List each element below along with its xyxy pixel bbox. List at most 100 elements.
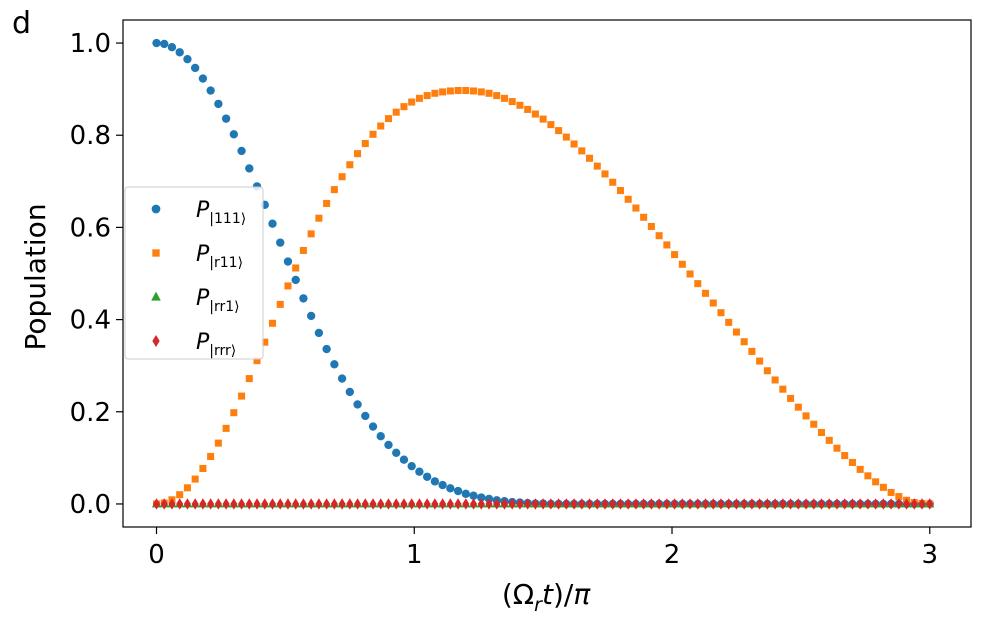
data-point (261, 498, 269, 510)
data-point (276, 498, 284, 510)
data-point (392, 108, 400, 116)
data-point (292, 264, 300, 272)
data-point (230, 498, 238, 510)
data-point (453, 486, 463, 496)
data-point (214, 498, 222, 510)
data-point (291, 275, 300, 285)
data-point (756, 357, 764, 365)
data-point (314, 328, 324, 338)
data-point (887, 488, 895, 496)
data-point (794, 498, 802, 510)
data-point (276, 238, 285, 247)
data-point (841, 452, 849, 460)
data-point (725, 318, 733, 326)
data-point (609, 178, 617, 186)
x-tick-label: 2 (664, 540, 681, 570)
data-point (686, 498, 694, 510)
data-point (462, 86, 470, 95)
data-point (407, 461, 416, 471)
data-point (361, 411, 370, 421)
data-point (338, 498, 346, 510)
data-point (191, 475, 199, 483)
data-point (562, 133, 570, 141)
legend-label: P|111⟩ (196, 198, 246, 227)
data-point (872, 478, 880, 486)
data-point (446, 498, 454, 510)
data-point (547, 121, 555, 129)
data-point (616, 187, 624, 195)
data-point (268, 498, 277, 510)
data-point (500, 94, 508, 102)
data-point (810, 498, 818, 510)
plot-frame (122, 19, 972, 528)
x-tick-label: 1 (406, 540, 423, 570)
data-point (848, 498, 856, 510)
data-point (879, 498, 887, 510)
data-point (500, 498, 508, 510)
data-point (756, 498, 764, 510)
data-point (647, 222, 655, 231)
data-point (701, 498, 710, 510)
data-point (794, 403, 802, 411)
data-point (694, 280, 702, 288)
data-point (462, 498, 470, 510)
data-point (856, 498, 864, 510)
data-point (423, 498, 431, 510)
data-point (717, 309, 725, 317)
series-diamond (152, 498, 934, 510)
data-point (152, 498, 161, 510)
data-point (160, 498, 168, 510)
data-point (555, 498, 563, 510)
data-point (624, 498, 632, 510)
data-point (190, 63, 200, 73)
data-point (586, 154, 594, 162)
data-point (740, 498, 748, 510)
data-point (524, 105, 532, 113)
data-point (207, 452, 215, 461)
data-point (802, 412, 810, 420)
y-tick-label: 0.8 (70, 121, 111, 151)
data-point (872, 498, 880, 510)
data-point (384, 115, 393, 123)
data-point (400, 498, 408, 510)
data-point (578, 498, 586, 510)
data-point (848, 458, 856, 466)
data-point (306, 311, 316, 321)
data-point (477, 88, 485, 96)
data-point (470, 87, 478, 95)
data-point (446, 87, 454, 95)
data-point (655, 498, 663, 510)
data-point (408, 98, 416, 106)
data-point (238, 498, 246, 510)
data-point (299, 246, 307, 254)
y-tick-label: 1.0 (70, 29, 111, 59)
legend-label: P|r11⟩ (196, 242, 243, 271)
data-point (879, 483, 887, 491)
data-point (191, 498, 199, 510)
data-point (284, 498, 292, 510)
data-point (439, 498, 447, 510)
data-point (369, 498, 377, 510)
y-tick-label: 0.0 (70, 490, 111, 520)
series-square (152, 86, 934, 508)
data-point (368, 422, 378, 431)
data-point (199, 498, 207, 510)
data-point (562, 498, 570, 510)
legend-marker (152, 335, 160, 347)
y-axis: 0.0 0.2 0.4 0.6 0.8 1.0 (70, 29, 123, 520)
data-point (516, 498, 524, 510)
data-point (887, 498, 895, 510)
legend-box (124, 186, 264, 360)
data-point (678, 260, 686, 268)
data-point (709, 498, 717, 510)
data-point (253, 357, 261, 365)
data-point (624, 195, 632, 203)
legend-marker (151, 204, 161, 214)
data-point (601, 498, 609, 510)
data-point (454, 498, 462, 510)
data-point (307, 230, 315, 238)
data-point (276, 300, 284, 308)
data-point (268, 219, 277, 228)
data-point (446, 484, 455, 493)
data-point (392, 498, 400, 510)
